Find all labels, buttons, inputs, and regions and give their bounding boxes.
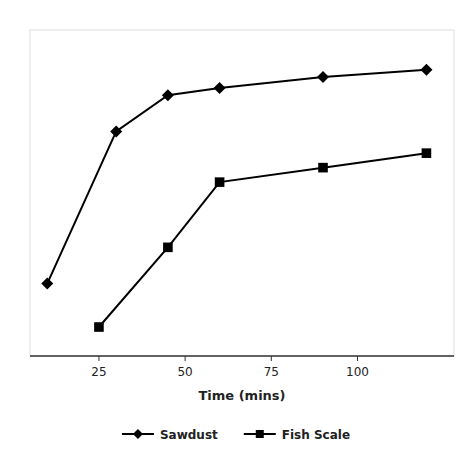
data-point: [215, 177, 225, 187]
legend: Sawdust Fish Scale: [122, 428, 350, 442]
legend-item: Fish Scale: [244, 428, 350, 442]
tick-label: 25: [91, 365, 106, 379]
data-point: [163, 243, 173, 253]
legend-marker: [133, 429, 143, 439]
data-point: [318, 163, 328, 173]
tick-label: 50: [177, 365, 192, 379]
data-point: [422, 148, 432, 158]
x-axis-label: Time (mins): [198, 388, 285, 403]
series-line: [47, 70, 426, 284]
legend-label: Fish Scale: [282, 428, 350, 442]
data-point: [317, 71, 329, 83]
legend-marker: [256, 430, 264, 438]
data-point: [214, 82, 226, 94]
series-line: [99, 153, 426, 327]
x-axis: [30, 355, 454, 357]
data-point: [41, 278, 53, 290]
background: [0, 0, 474, 474]
tick-label: 75: [264, 365, 279, 379]
plot-area: [41, 64, 432, 332]
chart: 25 50 75 100 Time (mins) Sawdust Fish Scale: [0, 0, 474, 474]
tick-label: 100: [346, 365, 369, 379]
data-point: [420, 64, 432, 76]
legend-item: Sawdust: [122, 428, 218, 442]
data-point: [94, 322, 104, 332]
plot-frame: [30, 30, 454, 356]
data-point: [110, 125, 122, 137]
data-point: [162, 89, 174, 101]
legend-label: Sawdust: [160, 428, 218, 442]
